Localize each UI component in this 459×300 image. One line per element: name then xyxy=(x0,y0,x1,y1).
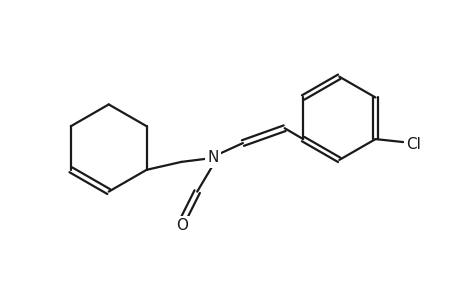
Text: O: O xyxy=(176,218,188,233)
Text: Cl: Cl xyxy=(405,136,420,152)
Text: N: N xyxy=(207,150,218,165)
